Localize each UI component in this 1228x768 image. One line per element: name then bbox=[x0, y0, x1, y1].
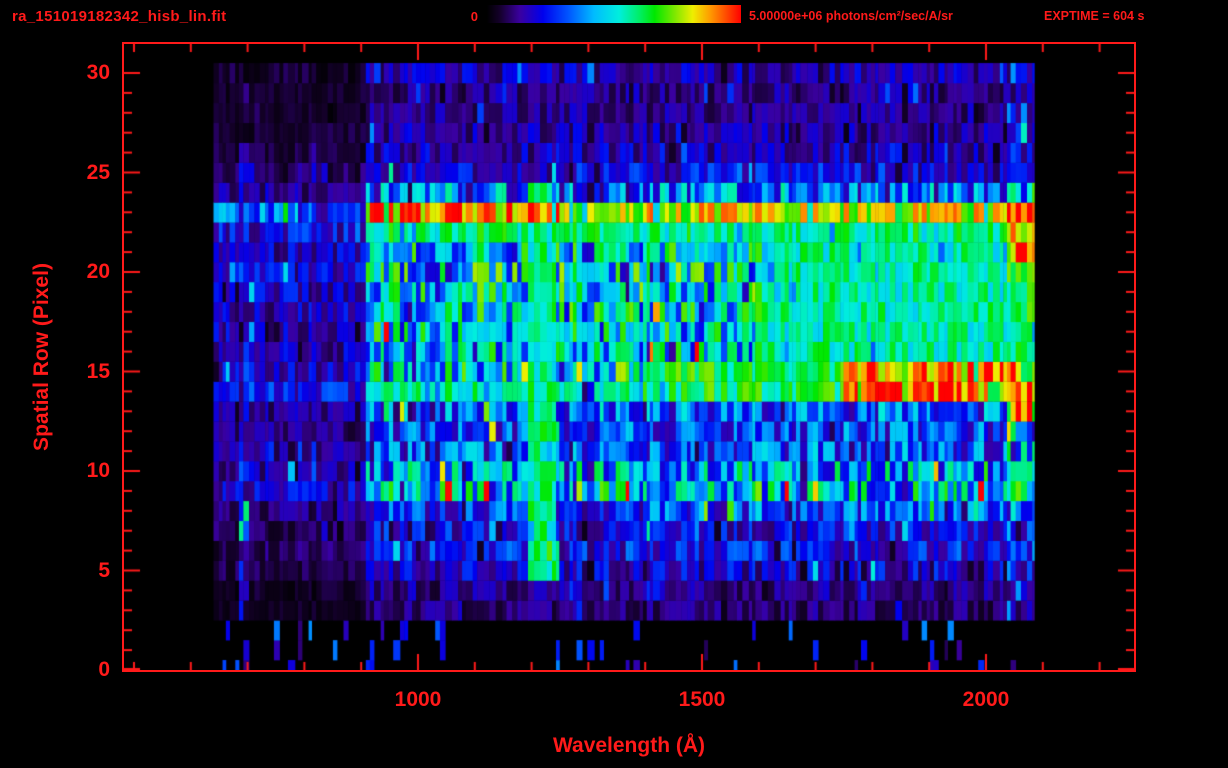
y-tick-label-25: 25 bbox=[86, 160, 110, 184]
colorbar-max-label: 5.00000e+06 photons/cm²/sec/A/sr bbox=[749, 9, 953, 23]
colorbar-min-label: 0 bbox=[470, 9, 478, 24]
x-axis-title: Wavelength (Å) bbox=[552, 734, 706, 757]
y-tick-label-15: 15 bbox=[86, 359, 110, 383]
exptime-label: EXPTIME = 604 s bbox=[1044, 9, 1145, 23]
y-tick-label-10: 10 bbox=[86, 459, 110, 482]
heatmap-canvas bbox=[124, 44, 1134, 670]
x-tick-label-2000: 2000 bbox=[962, 688, 1010, 711]
file-title: ra_151019182342_hisb_lin.fit bbox=[12, 8, 227, 25]
x-tick-label-1500: 1500 bbox=[678, 688, 726, 711]
y-axis-title: Spatial Row (Pixel) bbox=[30, 263, 53, 451]
x-tick-label-1000: 1000 bbox=[394, 688, 442, 711]
y-tick-label-30: 30 bbox=[86, 61, 110, 84]
colorbar-gradient bbox=[487, 5, 741, 23]
y-tick-label-20: 20 bbox=[86, 260, 110, 283]
y-tick-label-5: 5 bbox=[98, 558, 110, 582]
plot-area bbox=[122, 42, 1136, 672]
y-tick-label-0: 0 bbox=[98, 658, 110, 681]
